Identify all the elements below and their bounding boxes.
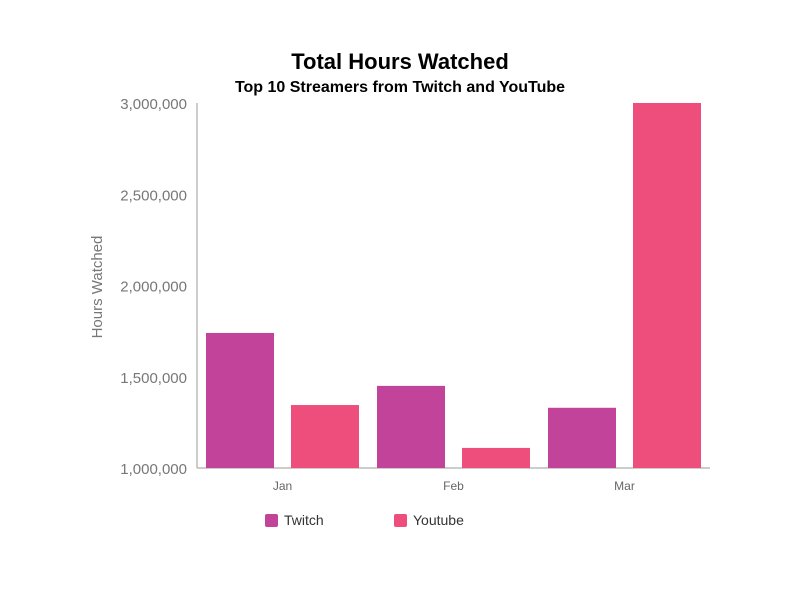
legend-item-youtube[interactable]: Youtube bbox=[394, 512, 464, 528]
y-tick-label: 2,500,000 bbox=[120, 187, 187, 204]
x-tick-label: Feb bbox=[443, 479, 464, 493]
legend-label-twitch: Twitch bbox=[284, 512, 324, 528]
legend-swatch-twitch bbox=[265, 513, 278, 527]
bar-youtube-jan[interactable] bbox=[291, 405, 359, 468]
x-tick-label: Jan bbox=[273, 479, 292, 493]
y-axis: 1,000,000 1,500,000 2,000,000 2,500,000 3,00… bbox=[120, 96, 198, 478]
bar-twitch-feb[interactable] bbox=[377, 385, 445, 468]
legend: Twitch Youtube bbox=[0, 512, 800, 534]
bar-youtube-mar[interactable] bbox=[633, 103, 701, 468]
x-axis: Jan Feb Mar bbox=[197, 467, 710, 493]
y-axis-title: Hours Watched bbox=[89, 236, 106, 339]
legend-label-youtube: Youtube bbox=[413, 512, 464, 528]
y-tick-label: 1,000,000 bbox=[120, 461, 187, 478]
bar-twitch-mar[interactable] bbox=[548, 407, 616, 468]
chart-title: Total Hours Watched bbox=[291, 49, 509, 74]
y-tick-label: 1,500,000 bbox=[120, 370, 187, 387]
legend-swatch-youtube bbox=[394, 513, 407, 527]
bar-twitch-jan[interactable] bbox=[206, 332, 274, 468]
x-tick-label: Mar bbox=[614, 479, 635, 493]
legend-item-twitch[interactable]: Twitch bbox=[265, 512, 324, 528]
bars bbox=[206, 103, 701, 468]
bar-youtube-feb[interactable] bbox=[462, 447, 530, 468]
chart-subtitle: Top 10 Streamers from Twitch and YouTube bbox=[234, 79, 566, 96]
y-tick-label: 2,000,000 bbox=[120, 279, 187, 296]
y-tick-label: 3,000,000 bbox=[120, 96, 187, 113]
